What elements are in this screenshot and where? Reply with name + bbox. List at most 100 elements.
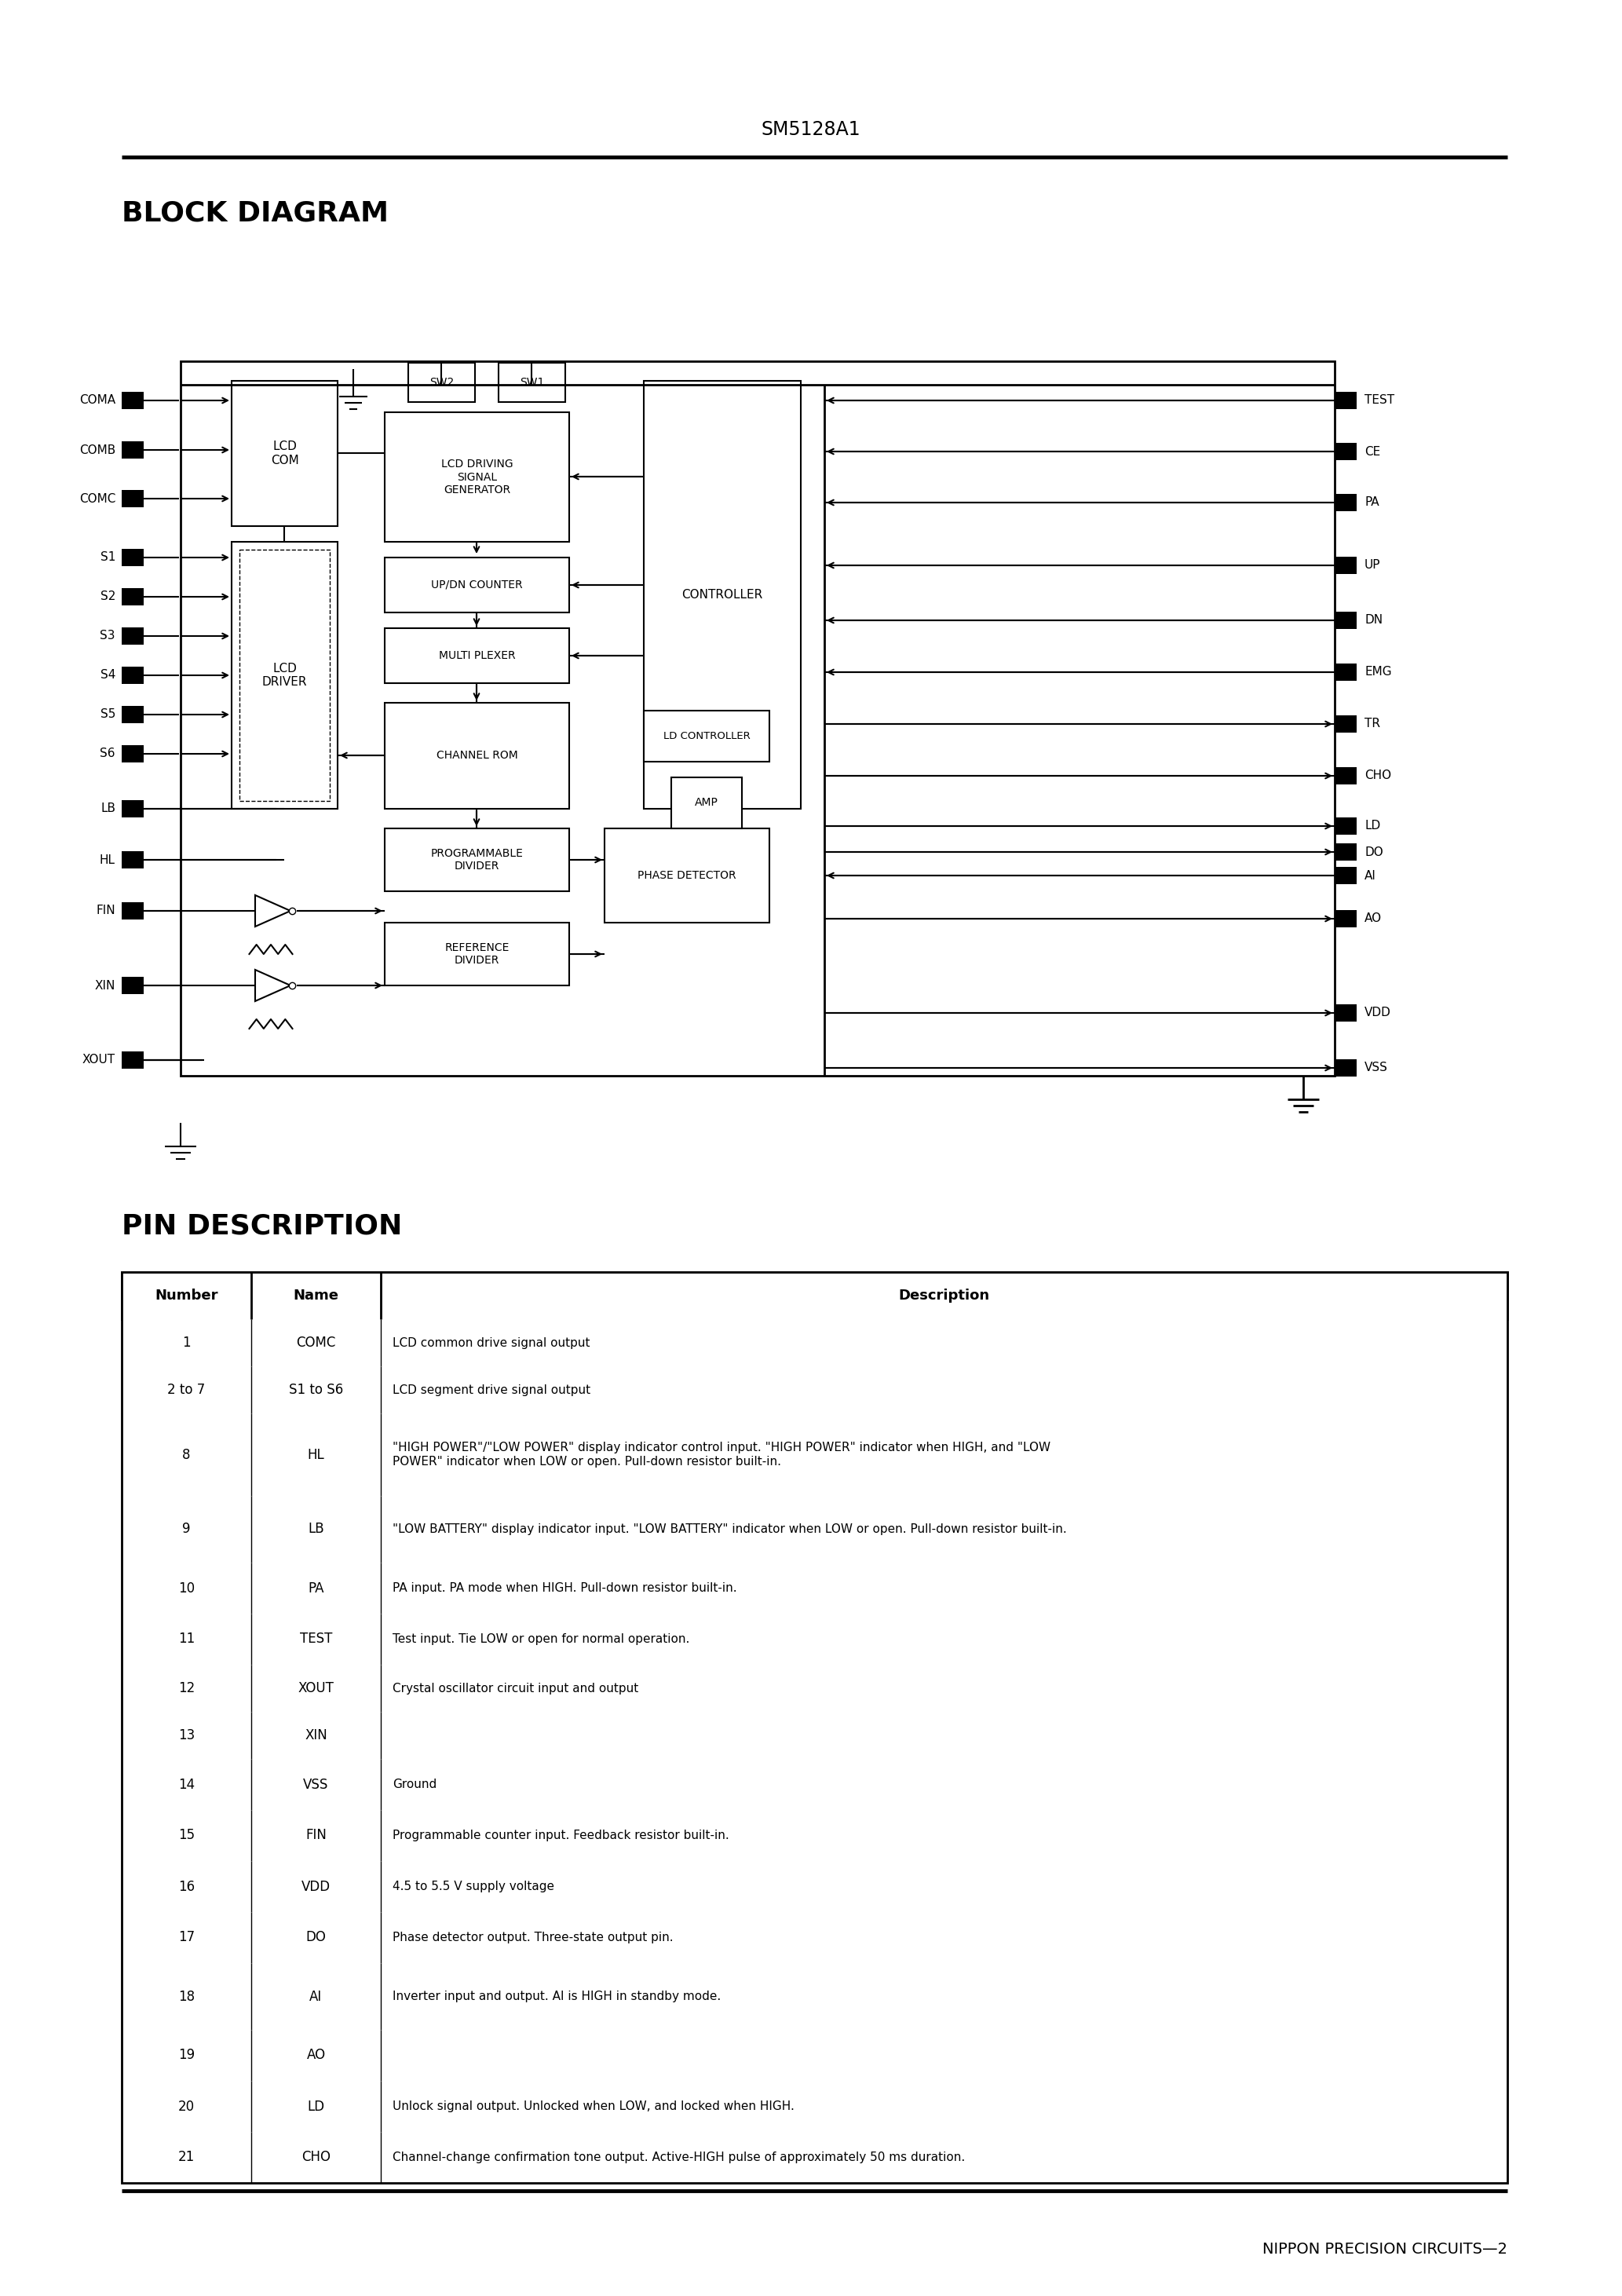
Text: 12: 12 — [178, 1681, 195, 1694]
Bar — [122, 1497, 1507, 1564]
Text: PIN DESCRIPTION: PIN DESCRIPTION — [122, 1212, 402, 1240]
Text: Test input. Tie LOW or open for normal operation.: Test input. Tie LOW or open for normal o… — [393, 1632, 689, 1644]
Text: TEST: TEST — [1364, 395, 1395, 406]
Bar — [384, 829, 569, 891]
Bar — [122, 1414, 1507, 1497]
Text: MULTI PLEXER: MULTI PLEXER — [438, 650, 516, 661]
Bar — [122, 1963, 1507, 2030]
Text: 21: 21 — [178, 2151, 195, 2165]
Text: BLOCK DIAGRAM: BLOCK DIAGRAM — [122, 200, 389, 227]
Text: SW2: SW2 — [430, 377, 454, 388]
Text: S5: S5 — [101, 709, 115, 721]
Text: 10: 10 — [178, 1582, 195, 1596]
Text: Description: Description — [899, 1288, 989, 1302]
Text: PHASE DETECTOR: PHASE DETECTOR — [637, 870, 736, 882]
Text: AI: AI — [310, 1988, 323, 2004]
Bar — [122, 705, 144, 723]
Bar — [122, 1272, 1507, 1320]
Text: Unlock signal output. Unlocked when LOW, and locked when HIGH.: Unlock signal output. Unlocked when LOW,… — [393, 2101, 795, 2112]
Bar — [122, 1366, 1507, 1414]
Text: "HIGH POWER"/"LOW POWER" display indicator control input. "HIGH POWER" indicator: "HIGH POWER"/"LOW POWER" display indicat… — [393, 1442, 1051, 1453]
Bar — [122, 1272, 1507, 2183]
Text: FIN: FIN — [96, 905, 115, 916]
Text: Inverter input and output. AI is HIGH in standby mode.: Inverter input and output. AI is HIGH in… — [393, 1991, 720, 2002]
Text: LB: LB — [308, 1522, 324, 1536]
Bar — [1335, 716, 1356, 732]
Bar — [644, 381, 801, 808]
Bar — [409, 363, 475, 402]
Text: DO: DO — [1364, 847, 1384, 859]
Bar — [1335, 1003, 1356, 1022]
Text: POWER" indicator when LOW or open. Pull-down resistor built-in.: POWER" indicator when LOW or open. Pull-… — [393, 1456, 782, 1467]
Text: 19: 19 — [178, 2048, 195, 2062]
Bar — [122, 852, 144, 868]
Text: S3: S3 — [101, 629, 115, 643]
Text: LCD common drive signal output: LCD common drive signal output — [393, 1336, 590, 1348]
Text: PA input. PA mode when HIGH. Pull-down resistor built-in.: PA input. PA mode when HIGH. Pull-down r… — [393, 1582, 736, 1593]
Bar — [122, 1713, 1507, 1759]
Bar — [122, 1614, 1507, 1665]
Bar — [122, 1862, 1507, 1913]
Text: CHO: CHO — [1364, 769, 1392, 781]
Text: UP/DN COUNTER: UP/DN COUNTER — [431, 579, 522, 590]
Bar — [232, 542, 337, 808]
Bar — [122, 2080, 1507, 2133]
Text: PROGRAMMABLE
DIVIDER: PROGRAMMABLE DIVIDER — [431, 847, 524, 872]
Text: PA: PA — [1364, 496, 1379, 507]
Bar — [672, 778, 741, 829]
Text: 18: 18 — [178, 1988, 195, 2004]
Text: COMC: COMC — [79, 494, 115, 505]
Text: PA: PA — [308, 1582, 324, 1596]
Text: SW1: SW1 — [519, 377, 545, 388]
Bar — [384, 413, 569, 542]
Text: LD CONTROLLER: LD CONTROLLER — [663, 730, 749, 742]
Bar — [122, 588, 144, 606]
Bar — [122, 441, 144, 459]
Text: Number: Number — [154, 1288, 217, 1302]
Text: S2: S2 — [101, 590, 115, 602]
Text: LCD
COM: LCD COM — [271, 441, 298, 466]
Text: 11: 11 — [178, 1632, 195, 1646]
Text: COMA: COMA — [79, 395, 115, 406]
Text: LD: LD — [1364, 820, 1380, 831]
Text: SM5128A1: SM5128A1 — [761, 119, 861, 140]
Text: Name: Name — [294, 1288, 339, 1302]
Text: DO: DO — [307, 1931, 326, 1945]
Bar — [122, 2133, 1507, 2183]
Bar — [122, 746, 144, 762]
Text: S4: S4 — [101, 670, 115, 682]
Bar — [384, 629, 569, 684]
Text: LCD
DRIVER: LCD DRIVER — [263, 664, 307, 689]
Text: CHANNEL ROM: CHANNEL ROM — [436, 751, 517, 762]
Text: CONTROLLER: CONTROLLER — [681, 588, 762, 602]
Text: AI: AI — [1364, 870, 1375, 882]
Text: XOUT: XOUT — [83, 1054, 115, 1065]
Text: LCD segment drive signal output: LCD segment drive signal output — [393, 1384, 590, 1396]
Bar — [240, 549, 329, 801]
Text: VSS: VSS — [1364, 1063, 1388, 1075]
Text: XIN: XIN — [94, 980, 115, 992]
Bar — [122, 549, 144, 567]
Text: COMC: COMC — [297, 1336, 336, 1350]
Text: TEST: TEST — [300, 1632, 333, 1646]
Text: TR: TR — [1364, 719, 1380, 730]
Text: 8: 8 — [182, 1446, 190, 1463]
Text: HL: HL — [308, 1446, 324, 1463]
Text: VDD: VDD — [1364, 1008, 1392, 1019]
Bar — [605, 829, 769, 923]
Text: 4.5 to 5.5 V supply voltage: 4.5 to 5.5 V supply voltage — [393, 1880, 555, 1892]
Text: 15: 15 — [178, 1828, 195, 1841]
Bar — [1335, 868, 1356, 884]
Text: 9: 9 — [182, 1522, 190, 1536]
Bar — [122, 489, 144, 507]
Bar — [1335, 1058, 1356, 1077]
Text: Crystal oscillator circuit input and output: Crystal oscillator circuit input and out… — [393, 1683, 639, 1694]
Text: VDD: VDD — [302, 1880, 331, 1894]
Text: Programmable counter input. Feedback resistor built-in.: Programmable counter input. Feedback res… — [393, 1830, 730, 1841]
Bar — [122, 666, 144, 684]
Bar — [384, 558, 569, 613]
Bar — [1335, 611, 1356, 629]
Text: FIN: FIN — [305, 1828, 326, 1841]
Text: 17: 17 — [178, 1931, 195, 1945]
Bar — [122, 1272, 1507, 1320]
